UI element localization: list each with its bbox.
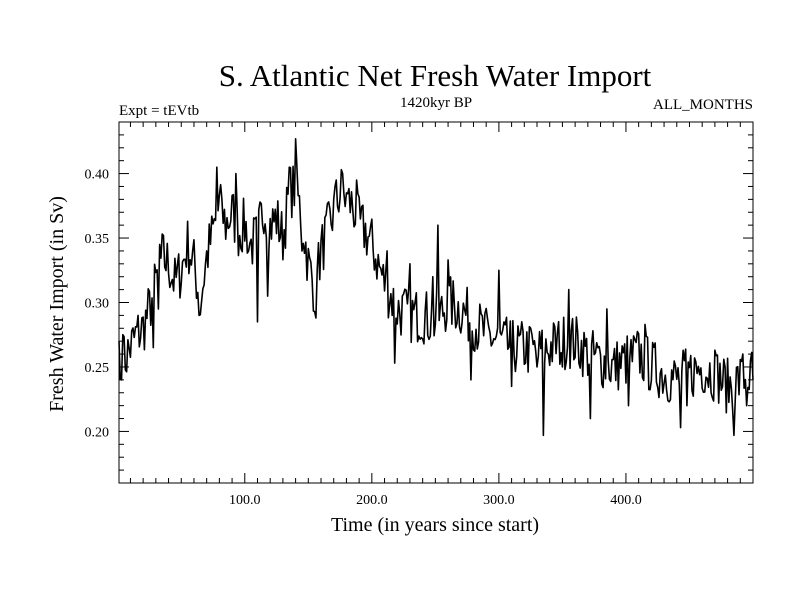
months-label: ALL_MONTHS bbox=[653, 97, 753, 113]
chart-title: S. Atlantic Net Fresh Water Import bbox=[219, 58, 652, 93]
y-tick-label: 0.30 bbox=[85, 297, 110, 312]
x-tick-label: 300.0 bbox=[483, 493, 515, 508]
y-tick-label: 0.20 bbox=[85, 425, 110, 440]
plot-area: 100.0 200.0 300.0 400.0 0.20 0.25 0.30 0.35 0.40 bbox=[85, 121, 754, 508]
x-tick-label: 400.0 bbox=[610, 493, 642, 508]
x-tick-label: 200.0 bbox=[356, 493, 388, 508]
y-tick-label: 0.40 bbox=[85, 168, 110, 183]
data-line bbox=[118, 137, 754, 437]
y-axis-label: Fresh Water Import (in Sv) bbox=[46, 196, 68, 412]
y-tick-label: 0.25 bbox=[85, 361, 110, 376]
x-tick-label: 100.0 bbox=[229, 493, 261, 508]
x-axis-label: Time (in years since start) bbox=[331, 514, 539, 536]
experiment-label: Expt = tEVtb bbox=[119, 103, 199, 119]
period-label: 1420kyr BP bbox=[400, 95, 472, 111]
y-tick-label: 0.35 bbox=[85, 232, 110, 247]
